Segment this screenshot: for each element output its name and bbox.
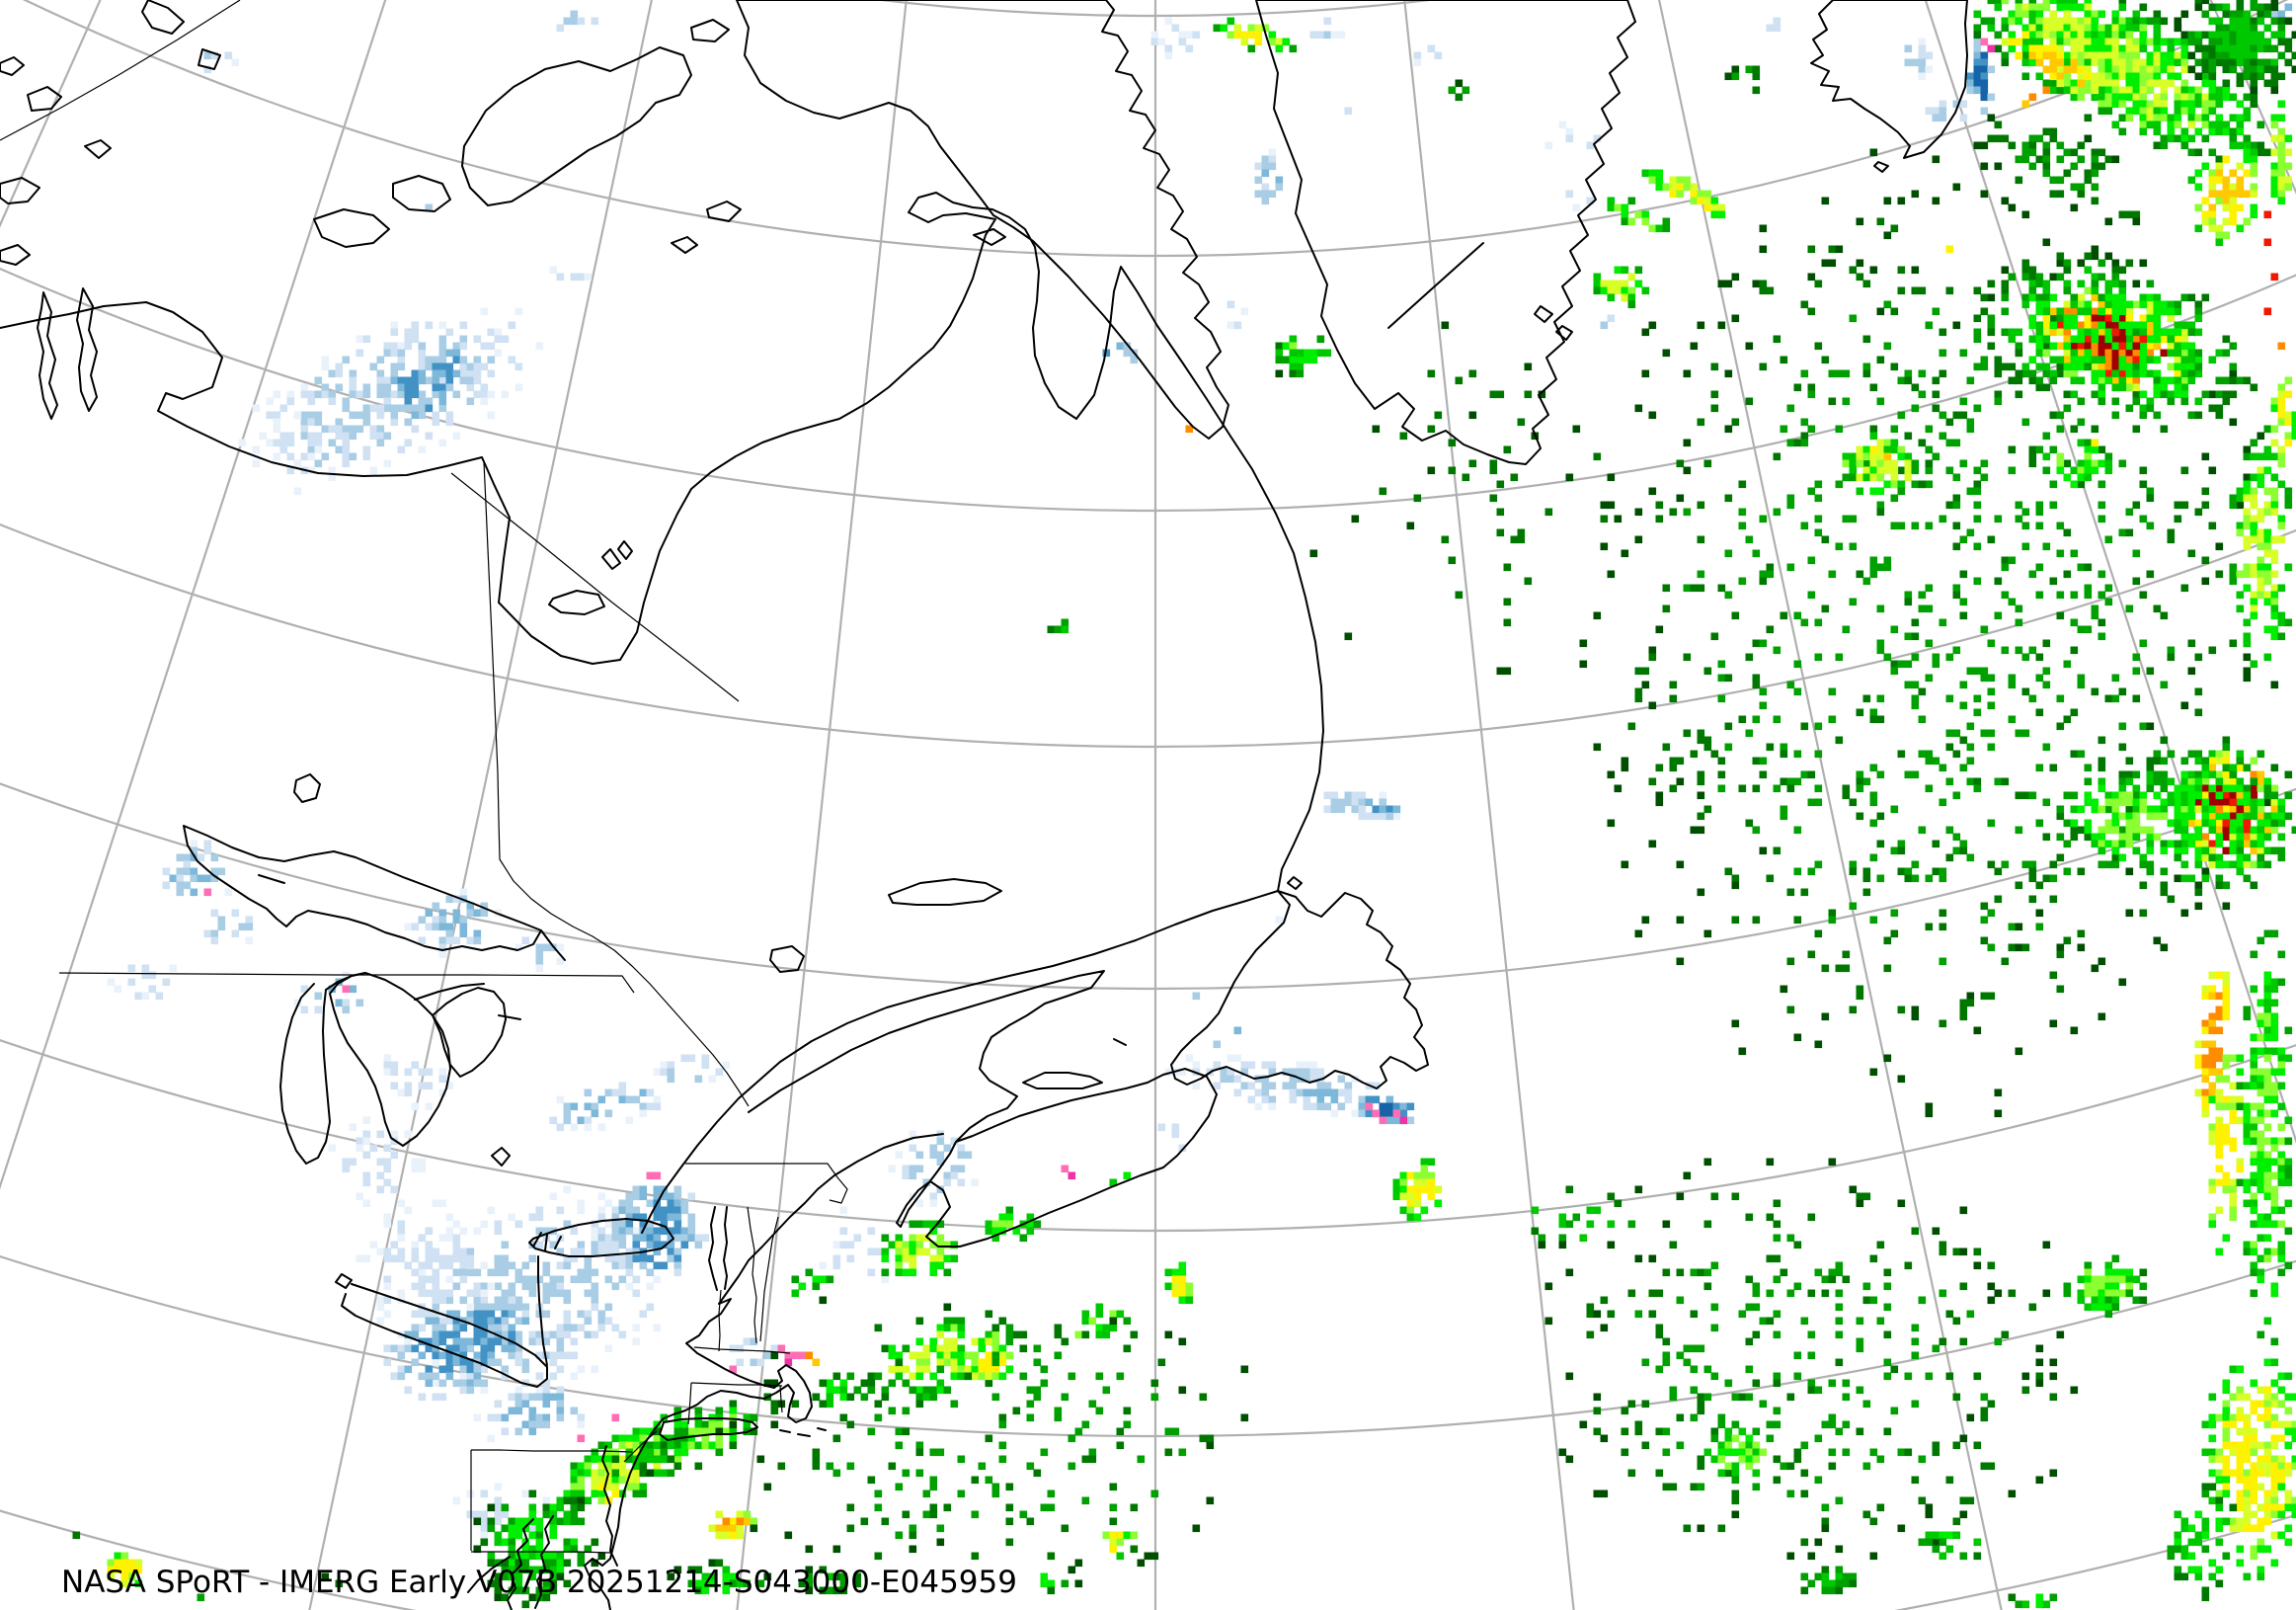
border-nh-me-border — [759, 1216, 779, 1342]
coastline-belle-isle-islet — [1287, 876, 1303, 890]
coastline-belcher-islets — [601, 540, 633, 570]
coastline-greenland-fjord-line — [1387, 242, 1484, 329]
border-ma-north-border — [693, 1346, 791, 1354]
coastline-hudson-strait-islets — [671, 19, 1006, 254]
coastline-lake-superior — [183, 825, 566, 961]
coastline-prince-edward-island — [1022, 1072, 1103, 1089]
coastline-reindeer-lakes — [37, 287, 98, 420]
map-title: NASA SPoRT - IMERG Early V07B 20251214-S… — [61, 1565, 1017, 1600]
border-ny-pa-border — [471, 1449, 633, 1453]
coastline-akimiski-island — [548, 590, 605, 615]
coastline-chesapeake-delmarva — [467, 1445, 618, 1610]
border-vt-nh-border — [747, 1206, 757, 1344]
coastline-niagara-river — [537, 1255, 548, 1366]
coastline-mansel-island — [392, 175, 451, 212]
border-interior-diagonal-line — [450, 472, 740, 702]
coastline-southampton-island — [461, 46, 692, 206]
coastline-nantucket-vineyard-islets — [779, 1427, 827, 1437]
coastline-lake-michigan — [279, 972, 366, 1165]
border-layer — [0, 0, 848, 1554]
coastline-long-island — [659, 1417, 758, 1441]
coastline-lake-nipissing — [498, 1014, 521, 1020]
border-ny-vt-border — [718, 1289, 722, 1352]
coastline-georgian-bay — [414, 983, 507, 1078]
border-ny-ct-border — [687, 1382, 692, 1425]
coastline-thousand-islands-ticks — [532, 1232, 562, 1251]
border-manitoba-ontario-border — [0, 0, 241, 141]
coastline-new-brunswick-maine-newengland-coast — [584, 1133, 944, 1610]
border-ny-nj-border — [623, 1430, 658, 1463]
coastline-baffin-island — [736, 0, 1229, 440]
border-pa-md-border — [471, 1551, 611, 1554]
coastline-anticosti-island — [888, 878, 1002, 906]
coastline-lake-champlain — [708, 1206, 728, 1291]
coastline-arctic-islets-topleft — [0, 0, 221, 266]
border-quebec-labrador-border — [58, 972, 635, 994]
coastline-greenland-islets — [1534, 305, 1573, 341]
border-ma-south-border — [690, 1382, 783, 1387]
coastline-magdalen-islets — [1113, 1038, 1127, 1046]
coastline-newfoundland — [1170, 890, 1429, 1089]
coastline-coats-island — [313, 208, 390, 248]
coastline-greenland — [1255, 0, 1636, 465]
border-us-canada-45n-border — [685, 1163, 848, 1204]
border-ct-ri-border — [779, 1385, 783, 1413]
coastline-lac-st-jean — [769, 945, 805, 973]
coastline-lake-nipigon — [293, 773, 321, 803]
coastline-st-lawrence-south-gaspe-maritimes — [748, 970, 1218, 1248]
coastline-lake-simcoe — [491, 1147, 511, 1167]
precipitation-layer — [72, 0, 2296, 1609]
coastline-iceland — [1810, 0, 1968, 173]
coastline-hudson-bay-james-bay-quebec-labrador — [0, 192, 1324, 1234]
border-ontario-quebec-border — [483, 461, 750, 1107]
coastline-lake-erie — [335, 1273, 548, 1388]
coastline-layer — [0, 0, 1968, 1610]
